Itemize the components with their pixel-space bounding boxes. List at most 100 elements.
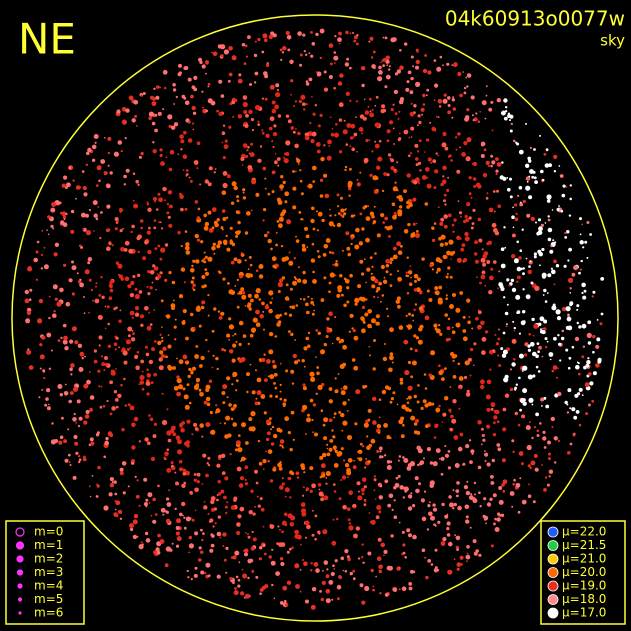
star-dot — [281, 530, 284, 534]
star-dot — [434, 548, 438, 552]
star-dot — [363, 485, 367, 489]
star-dot — [203, 501, 206, 503]
star-dot — [485, 85, 488, 88]
star-dot — [459, 146, 462, 149]
star-dot — [495, 157, 499, 162]
star-dot — [311, 242, 315, 246]
star-dot — [489, 497, 493, 501]
star-dot — [325, 588, 331, 594]
star-dot — [425, 94, 428, 97]
star-dot — [60, 211, 63, 215]
star-dot — [349, 66, 352, 70]
star-dot — [534, 285, 540, 291]
star-dot — [251, 129, 254, 132]
star-dot — [533, 148, 536, 151]
star-dot — [522, 272, 525, 276]
star-dot — [269, 394, 273, 398]
star-dot — [347, 518, 351, 522]
star-dot — [373, 295, 376, 299]
star-dot — [301, 359, 305, 363]
star-dot — [231, 383, 234, 386]
star-dot — [234, 285, 237, 287]
star-dot — [479, 110, 482, 113]
star-dot — [103, 137, 106, 139]
star-dot — [305, 487, 310, 491]
star-dot — [542, 178, 545, 182]
star-dot — [369, 36, 374, 41]
star-dot — [199, 392, 204, 397]
star-dot — [241, 294, 247, 300]
star-dot — [441, 377, 445, 381]
star-dot — [187, 120, 191, 124]
star-dot — [446, 326, 451, 331]
star-dot — [424, 556, 427, 559]
star-dot — [168, 489, 171, 492]
star-dot — [435, 257, 441, 263]
star-dot — [43, 246, 46, 249]
star-dot — [206, 462, 209, 465]
star-dot — [65, 301, 71, 307]
star-dot — [465, 115, 470, 120]
star-dot — [301, 511, 307, 517]
star-dot — [140, 359, 145, 364]
star-dot — [263, 328, 265, 331]
star-dot — [300, 463, 305, 468]
star-dot — [340, 390, 346, 396]
star-dot — [392, 214, 397, 220]
star-dot — [323, 276, 327, 280]
star-dot — [397, 209, 403, 215]
star-dot — [76, 399, 81, 404]
star-dot — [216, 463, 221, 468]
star-dot — [537, 218, 542, 222]
star-dot — [215, 356, 219, 361]
star-dot — [248, 152, 251, 155]
star-dot — [509, 195, 513, 199]
star-dot — [270, 560, 276, 566]
star-dot — [413, 334, 417, 338]
star-dot — [236, 195, 240, 199]
star-dot — [78, 416, 83, 421]
star-dot — [120, 150, 123, 153]
star-dot — [248, 255, 252, 259]
star-dot — [94, 298, 100, 304]
star-dot — [384, 85, 388, 89]
star-dot — [216, 367, 219, 371]
star-dot — [410, 375, 414, 379]
star-dot — [371, 318, 376, 324]
star-dot — [279, 397, 283, 401]
star-dot — [202, 532, 205, 535]
star-dot — [285, 114, 290, 118]
star-dot — [477, 184, 482, 189]
star-dot — [498, 499, 504, 505]
star-dot — [442, 537, 447, 542]
star-dot — [526, 444, 532, 451]
star-dot — [155, 208, 159, 211]
star-dot — [447, 466, 451, 470]
star-dot — [459, 555, 464, 560]
star-dot — [312, 431, 315, 434]
star-dot — [118, 274, 123, 279]
star-dot — [423, 373, 427, 376]
star-dot — [361, 227, 365, 231]
star-dot — [332, 435, 336, 439]
star-dot — [486, 502, 492, 507]
star-dot — [269, 479, 274, 483]
star-dot — [571, 407, 576, 412]
star-dot — [196, 480, 200, 484]
star-dot — [388, 235, 391, 238]
star-dot — [462, 462, 466, 466]
star-dot — [152, 497, 156, 502]
star-dot — [335, 260, 338, 263]
star-dot — [286, 550, 290, 554]
star-dot — [447, 213, 452, 218]
star-dot — [269, 524, 275, 529]
star-dot — [517, 194, 520, 197]
star-dot — [569, 184, 572, 187]
star-dot — [428, 373, 432, 377]
star-dot — [569, 303, 573, 307]
star-dot — [61, 211, 67, 217]
star-dot — [167, 114, 173, 120]
star-dot — [353, 459, 355, 462]
star-dot — [225, 216, 229, 219]
star-dot — [93, 230, 95, 232]
